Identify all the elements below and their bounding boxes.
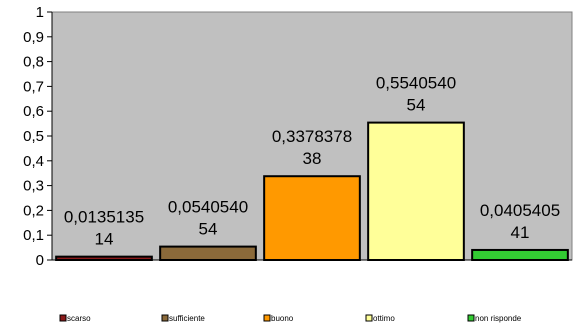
data-label: 0,5540540 <box>376 74 456 93</box>
y-tick-label: 0,4 <box>23 153 44 170</box>
bar-ottimo <box>367 121 465 261</box>
y-tick-label: 0,9 <box>23 29 44 46</box>
y-tick-label: 0,1 <box>23 227 44 244</box>
legend-swatch <box>59 314 67 322</box>
data-label: 0,3378378 <box>272 127 352 146</box>
bar-buono <box>263 175 361 262</box>
legend-swatch <box>263 314 271 322</box>
y-tick-label: 1 <box>36 4 44 21</box>
data-label: 14 <box>95 230 114 249</box>
data-label: 41 <box>511 223 530 242</box>
data-label: 38 <box>303 149 322 168</box>
legend-label: buono <box>271 314 294 323</box>
y-axis: 0 0,1 0,2 0,3 0,4 0,5 0,6 0,7 0,8 0,9 1 <box>23 4 572 269</box>
legend: scarso sufficiente buono ottimo non risponde <box>59 314 522 323</box>
y-tick-label: 0 <box>36 252 44 269</box>
y-tick-label: 0,5 <box>23 128 44 145</box>
legend-swatch <box>365 314 373 322</box>
data-label: 54 <box>199 220 218 239</box>
bar-non-risponde <box>471 248 569 261</box>
y-tick-label: 0,7 <box>23 78 44 95</box>
bar-scarso <box>55 255 153 261</box>
y-tick-label: 0,3 <box>23 178 44 195</box>
bar-sufficiente <box>159 245 257 262</box>
legend-swatch <box>467 314 475 322</box>
legend-label: scarso <box>67 314 91 323</box>
data-label: 54 <box>407 96 426 115</box>
data-labels: 0,0135135 14 0,0540540 54 0,3378378 38 0,55405… <box>64 74 560 249</box>
y-tick-label: 0,2 <box>23 202 44 219</box>
legend-label: sufficiente <box>169 314 205 323</box>
data-label: 0,0405405 <box>480 201 560 220</box>
data-label: 0,0135135 <box>64 208 144 227</box>
y-tick-label: 0,8 <box>23 54 44 71</box>
legend-label: ottimo <box>373 314 395 323</box>
legend-swatch <box>161 314 169 322</box>
legend-label: non risponde <box>475 314 522 323</box>
data-label: 0,0540540 <box>168 198 248 217</box>
y-tick-label: 0,6 <box>23 103 44 120</box>
bars <box>55 121 569 262</box>
